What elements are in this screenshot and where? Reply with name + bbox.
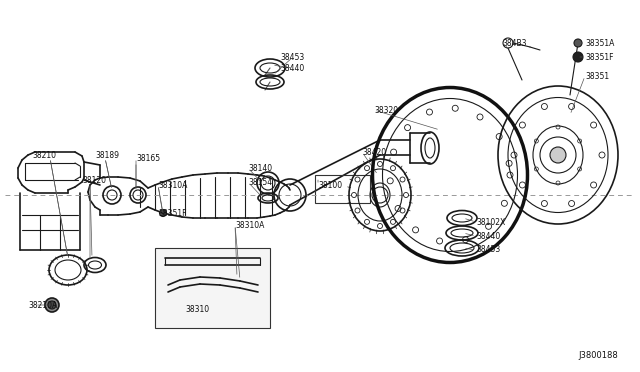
Text: J3800188: J3800188 [578,350,618,359]
Text: 38100: 38100 [318,180,342,189]
Text: 38140: 38140 [248,164,272,173]
Text: 38320: 38320 [374,106,398,115]
Text: 38453: 38453 [281,52,305,61]
Text: 38189: 38189 [95,151,119,160]
Text: 38210: 38210 [32,151,56,160]
Text: 384B3: 384B3 [502,38,527,48]
Circle shape [573,52,583,62]
Text: 38420: 38420 [362,148,386,157]
Text: 38453: 38453 [476,246,500,254]
Bar [155,248,270,328]
Text: 38351: 38351 [585,71,609,80]
Circle shape [45,298,59,312]
Circle shape [550,147,566,163]
Text: 38351F: 38351F [158,208,186,218]
Text: 38165: 38165 [136,154,160,163]
Text: 38351A: 38351A [585,38,614,48]
Text: 38310A: 38310A [158,180,188,189]
Circle shape [574,39,582,47]
Text: 38440: 38440 [476,231,500,241]
Text: 38440: 38440 [281,64,305,73]
Text: 38310: 38310 [185,305,209,314]
Text: 38351F: 38351F [585,52,614,61]
Text: 38210A: 38210A [28,301,57,310]
Text: 38154: 38154 [248,177,272,186]
Circle shape [159,209,166,217]
Text: 38310A: 38310A [235,221,264,230]
Text: 38120: 38120 [82,176,106,185]
Circle shape [48,301,56,309]
Text: 38102X: 38102X [476,218,505,227]
Bar [315,175,370,203]
